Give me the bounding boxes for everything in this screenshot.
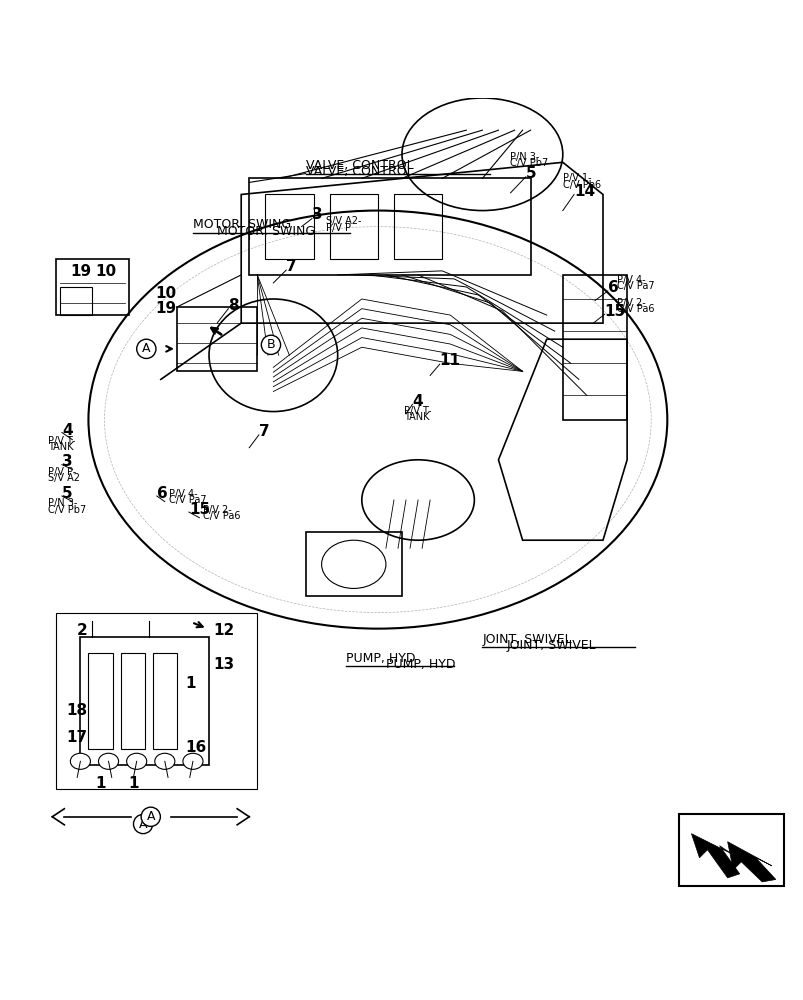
Text: 1: 1	[95, 776, 105, 791]
Bar	[56, 259, 128, 315]
Text: 19: 19	[71, 264, 92, 279]
Bar	[88, 653, 112, 749]
Text: 17: 17	[66, 730, 87, 745]
Bar	[329, 194, 377, 259]
Text: B: B	[267, 338, 275, 351]
Text: 6: 6	[157, 486, 167, 501]
Bar	[120, 653, 145, 749]
Text: 12: 12	[213, 623, 234, 638]
Text: P/V P: P/V P	[325, 223, 350, 233]
Bar	[177, 307, 257, 371]
Text: P/V T-: P/V T-	[48, 436, 75, 446]
Text: 4: 4	[62, 423, 72, 438]
Text: C/V Pa6: C/V Pa6	[617, 304, 654, 314]
Text: P/V 2-: P/V 2-	[203, 505, 232, 515]
Ellipse shape	[183, 753, 202, 769]
Text: 8: 8	[228, 298, 238, 313]
Text: VALVE, CONTROL: VALVE, CONTROL	[305, 159, 413, 172]
Text: 10: 10	[95, 264, 116, 279]
Text: 5: 5	[62, 486, 72, 501]
Text: P/V 4-: P/V 4-	[617, 275, 646, 285]
Text: TANK: TANK	[48, 442, 74, 452]
Text: JOINT, SWIVEL: JOINT, SWIVEL	[482, 633, 571, 646]
Ellipse shape	[99, 753, 119, 769]
Bar	[80, 637, 209, 765]
Text: MOTOR, SWING: MOTOR, SWING	[193, 218, 291, 231]
Text: S/V A2: S/V A2	[48, 473, 80, 483]
Text: PUMP, HYD: PUMP, HYD	[345, 652, 414, 665]
Text: P/V 1-: P/V 1-	[562, 173, 591, 183]
Text: JOINT, SWIVEL: JOINT, SWIVEL	[506, 639, 595, 652]
Text: 2: 2	[76, 623, 87, 638]
Text: C/V Pa7: C/V Pa7	[617, 281, 654, 291]
Text: 1: 1	[185, 676, 195, 691]
Bar	[153, 653, 177, 749]
Bar	[249, 178, 530, 275]
Text: C/V Pb6: C/V Pb6	[562, 180, 600, 190]
Text: 7: 7	[259, 424, 269, 439]
Text: 5: 5	[525, 166, 536, 181]
Text: A: A	[142, 342, 150, 355]
Bar	[562, 275, 626, 420]
Text: C/V Pb7: C/V Pb7	[509, 158, 548, 168]
Text: A: A	[146, 810, 155, 823]
Text: 11: 11	[439, 353, 460, 368]
Text: C/V Pa7: C/V Pa7	[169, 495, 206, 505]
Text: P/N 3-: P/N 3-	[48, 498, 78, 508]
Text: 16: 16	[185, 740, 206, 755]
Text: P/N 3-: P/N 3-	[509, 152, 539, 162]
Text: PUMP, HYD: PUMP, HYD	[385, 658, 454, 671]
Text: P/V P-: P/V P-	[48, 467, 76, 477]
Text: MOTOR, SWING: MOTOR, SWING	[217, 225, 315, 238]
Text: A: A	[139, 818, 147, 831]
Text: P/V 2-: P/V 2-	[617, 298, 646, 308]
Text: S/V A2-: S/V A2-	[325, 216, 361, 226]
Text: C/V Pa6: C/V Pa6	[203, 511, 241, 521]
Ellipse shape	[154, 753, 175, 769]
Bar	[265, 194, 313, 259]
Text: 4: 4	[412, 394, 422, 409]
Ellipse shape	[71, 753, 90, 769]
Text: 15: 15	[189, 502, 210, 517]
Bar	[305, 532, 402, 596]
Text: 14: 14	[573, 184, 594, 199]
Text: 10: 10	[155, 286, 176, 301]
Polygon shape	[691, 834, 739, 878]
Text: VALVE, CONTROL: VALVE, CONTROL	[305, 165, 413, 178]
Text: 6: 6	[607, 280, 618, 295]
Ellipse shape	[127, 753, 147, 769]
Text: P/V 4-: P/V 4-	[169, 489, 198, 499]
Text: 13: 13	[213, 657, 234, 672]
Text: 18: 18	[66, 703, 87, 718]
Bar	[679, 814, 783, 886]
Text: 19: 19	[155, 301, 176, 316]
Text: 3: 3	[312, 207, 322, 222]
Text: 7: 7	[286, 259, 296, 274]
Text: TANK: TANK	[403, 412, 429, 422]
Text: 3: 3	[62, 454, 72, 469]
Bar	[56, 613, 257, 789]
Text: 15: 15	[604, 304, 625, 319]
Bar	[60, 287, 92, 315]
Text: C/V Pb7: C/V Pb7	[48, 505, 87, 515]
Polygon shape	[727, 842, 775, 882]
Bar	[393, 194, 442, 259]
Text: P/V T-: P/V T-	[403, 406, 430, 416]
Text: 1: 1	[128, 776, 139, 791]
